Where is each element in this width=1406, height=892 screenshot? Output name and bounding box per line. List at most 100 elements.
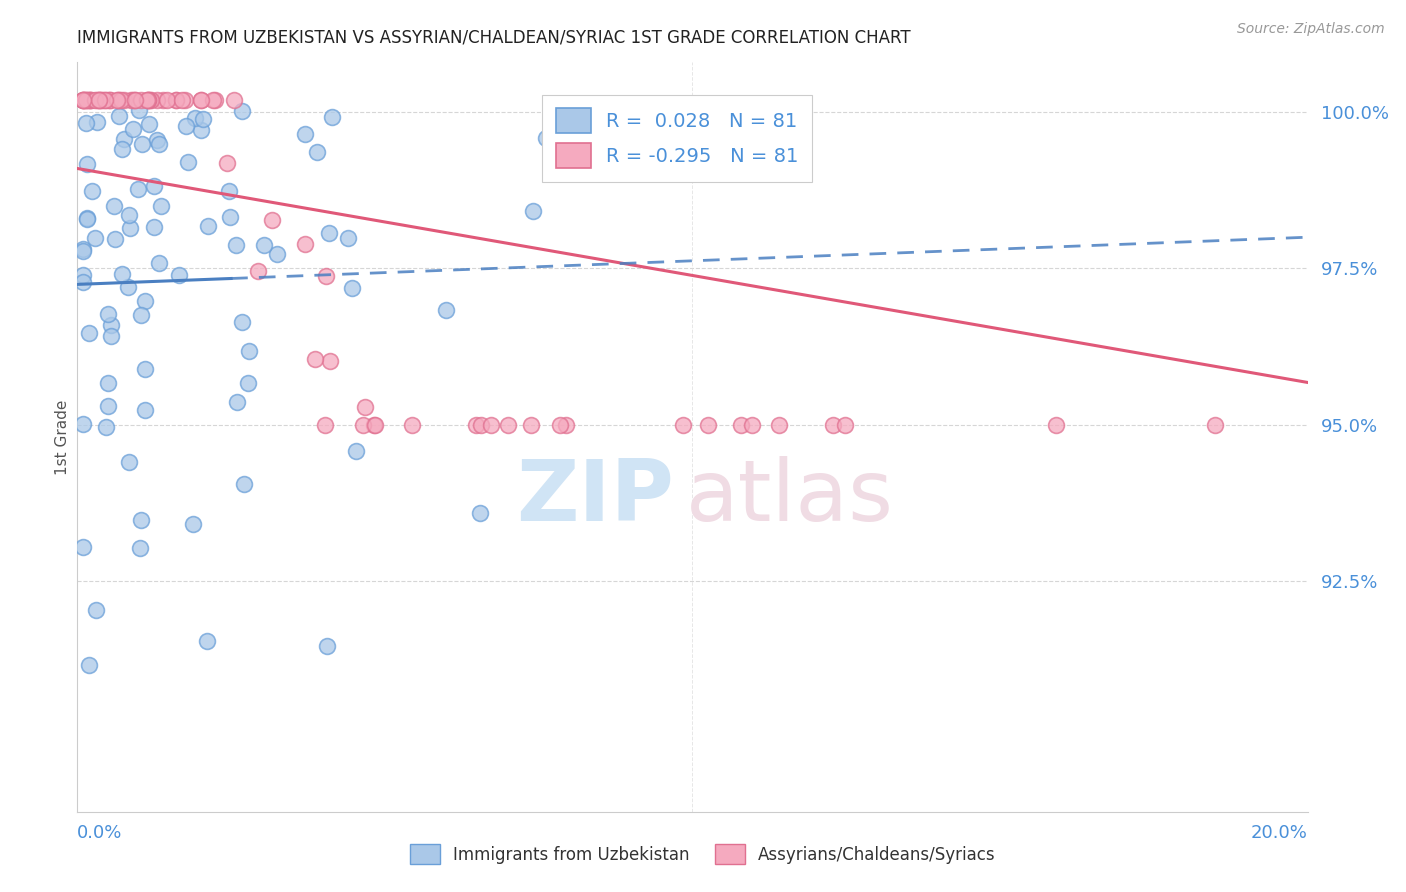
Point [136,93,159,107]
Point [294,236,316,251]
Point [225,238,247,252]
Point [112,93,135,107]
Point [117,279,139,293]
Point [1045,417,1067,432]
Point [120,93,142,107]
Point [76,212,98,227]
Point [177,155,200,169]
Point [465,417,488,432]
Point [219,211,242,225]
Point [305,145,328,159]
Point [150,199,173,213]
Point [321,110,343,124]
Point [80,93,103,107]
Point [118,208,141,222]
Point [72,93,94,107]
Point [222,93,245,107]
Point [131,513,153,527]
Point [238,343,260,358]
Point [80,184,103,198]
Point [79,657,101,672]
Point [124,93,146,107]
Point [315,269,337,284]
Point [75,116,97,130]
Point [768,417,790,432]
Point [103,199,125,213]
Point [183,112,205,126]
Point [671,417,693,432]
Point [128,541,150,555]
Point [148,136,170,151]
Point [122,122,145,136]
Point [136,93,159,107]
Point [191,112,214,126]
Point [174,120,197,134]
Point [146,93,169,107]
Point [266,247,288,261]
Point [79,93,101,107]
Point [83,93,105,107]
Point [72,93,94,107]
Point [90,93,112,107]
Point [100,318,122,332]
Point [83,231,105,245]
Point [152,93,174,107]
Point [87,93,110,107]
Point [138,117,160,131]
Point [520,417,543,432]
Point [72,417,94,431]
Point [246,264,269,278]
Point [112,132,135,146]
Point [202,93,225,107]
Point [77,326,100,340]
Point [197,219,219,233]
Point [319,354,342,368]
Point [434,303,457,318]
Point [104,232,127,246]
Point [145,133,167,147]
Legend: Immigrants from Uzbekistan, Assyrians/Chaldeans/Syriacs: Immigrants from Uzbekistan, Assyrians/Ch… [404,838,1002,871]
Point [72,242,94,256]
Point [107,109,129,123]
Point [131,136,153,151]
Point [94,93,117,107]
Point [105,93,128,107]
Text: IMMIGRANTS FROM UZBEKISTAN VS ASSYRIAN/CHALDEAN/SYRIAC 1ST GRADE CORRELATION CHA: IMMIGRANTS FROM UZBEKISTAN VS ASSYRIAN/C… [77,29,911,47]
Point [344,444,367,458]
Point [122,93,145,107]
Point [139,93,162,107]
Point [190,123,212,137]
Point [173,93,195,107]
Point [73,93,96,107]
Point [93,93,115,107]
Point [354,400,377,414]
Point [479,417,502,432]
Point [143,178,166,193]
Point [75,93,97,107]
Point [315,639,337,653]
Point [94,420,117,434]
Point [522,204,544,219]
Point [364,417,387,432]
Point [190,93,212,107]
Point [97,307,120,321]
Point [97,93,120,107]
Point [304,352,326,367]
Point [143,219,166,234]
Point [204,93,226,107]
Point [84,603,107,617]
Point [134,361,156,376]
Point [226,395,249,409]
Text: Source: ZipAtlas.com: Source: ZipAtlas.com [1237,22,1385,37]
Point [740,417,762,432]
Point [128,103,150,117]
Point [218,184,240,198]
Point [89,93,111,107]
Point [118,455,141,469]
Point [260,213,283,227]
Point [131,93,153,107]
Point [155,93,177,107]
Point [470,417,492,432]
Text: ZIP: ZIP [516,456,673,539]
Point [340,281,363,295]
